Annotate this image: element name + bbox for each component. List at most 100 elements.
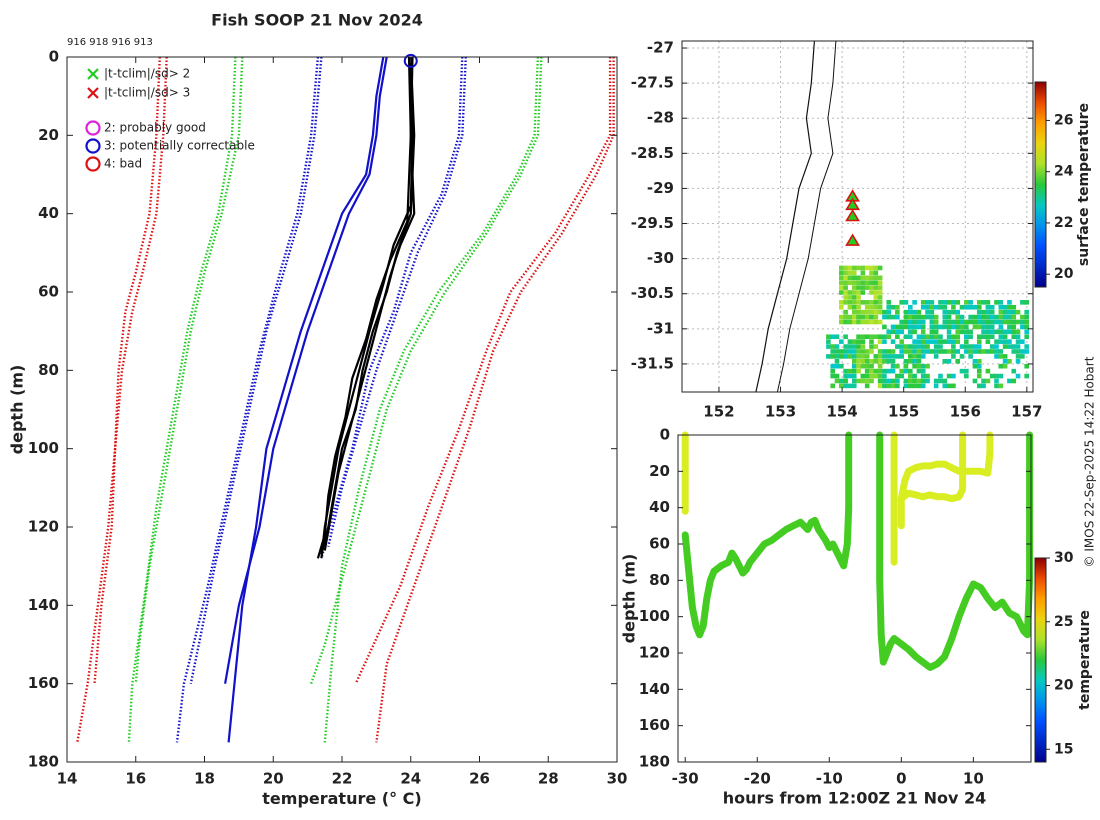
sst-pixel [976, 344, 982, 349]
sst-pixel [895, 378, 900, 384]
sst-pixel [843, 300, 848, 305]
sst-pixel [1007, 314, 1012, 320]
sst-pixel [895, 383, 900, 389]
sst-pixel [951, 344, 956, 349]
sst-pixel [964, 339, 969, 344]
sst-pixel [1015, 334, 1021, 340]
sst-pixel [869, 373, 874, 379]
sst-pixel [830, 334, 836, 340]
profile-line-18 [323, 56, 416, 551]
sst-pixel [864, 275, 870, 281]
sst-pixel [912, 309, 917, 315]
sst-pixel [981, 319, 986, 325]
sst-pixel [882, 359, 887, 364]
sst-pixel [1015, 339, 1021, 344]
sst-pixel [920, 304, 926, 310]
sst-pixel [899, 300, 904, 305]
sst-pixel [916, 334, 922, 340]
sst-pixel [869, 309, 874, 315]
sst-pixel [839, 354, 844, 359]
time-x-tick-label: -30 [672, 770, 699, 788]
sst-pixel [856, 300, 861, 305]
sst-pixel [1011, 378, 1017, 384]
sst-pixel [877, 383, 883, 389]
sst-pixel [839, 383, 844, 389]
sst-pixel [856, 304, 861, 310]
sst-pixel [856, 285, 861, 290]
sst-pixel [873, 270, 879, 276]
sst-pixel [890, 383, 896, 389]
sst-pixel [951, 319, 956, 325]
sst-pixel [1007, 309, 1012, 315]
sst-pixel [951, 300, 956, 305]
colorbar-tick-label: 26 [1054, 112, 1073, 128]
map-y-tick-label: -30.5 [631, 284, 674, 302]
sst-pixel [955, 329, 961, 335]
sst-pixel [912, 344, 917, 349]
sst-pixel [856, 280, 861, 285]
sst-pixel [860, 270, 866, 276]
sst-pixel [968, 334, 973, 340]
x-tick-label: 28 [538, 770, 559, 788]
sst-pixel [955, 300, 961, 305]
map-y-tick-label: -30 [647, 249, 674, 267]
sst-pixel [877, 319, 883, 325]
sst-pixel [976, 339, 982, 344]
profile-line-5 [189, 56, 323, 684]
sst-pixel [886, 378, 892, 384]
sst-pixel [1007, 324, 1012, 330]
sst-pixel [1007, 300, 1012, 305]
sst-pixel [912, 300, 917, 305]
station-marker [845, 233, 860, 246]
sst-pixel [864, 363, 870, 369]
sst-pixel [851, 265, 857, 271]
sst-pixel [920, 344, 926, 349]
map-y-tick-label: -28 [647, 109, 674, 127]
sst-pixel [869, 378, 874, 384]
map-x-tick-label: 157 [1011, 403, 1042, 421]
sst-pixel [1024, 373, 1029, 379]
sst-pixel [920, 373, 926, 379]
sst-pixel [847, 270, 853, 276]
sst-pixel [886, 314, 892, 320]
colorbar-tick-label: 22 [1054, 215, 1073, 231]
sst-pixel [839, 349, 844, 354]
time-y-tick-label: 20 [649, 462, 670, 480]
sst-pixel [839, 290, 844, 295]
sst-pixel [912, 349, 917, 354]
sst-pixel [955, 324, 961, 330]
sst-pixel [933, 354, 939, 359]
sst-pixel [899, 319, 904, 325]
sst-pixel [920, 339, 926, 344]
sst-pixel [869, 275, 874, 281]
sst-pixel [843, 373, 848, 379]
sst-pixel [873, 290, 879, 295]
sst-pixel [998, 339, 1004, 344]
sst-pixel [895, 354, 900, 359]
sst-pixel [989, 309, 995, 315]
sst-pixel [942, 359, 948, 364]
sst-pixel [972, 304, 978, 310]
sst-pixel [925, 344, 930, 349]
sst-pixel [843, 309, 848, 315]
sst-pixel [856, 265, 861, 271]
sst-pixel [890, 329, 896, 335]
sst-pixel [955, 334, 961, 340]
legend-x-marker [87, 87, 99, 99]
sst-pixel [1002, 319, 1008, 325]
sst-pixel [839, 363, 844, 369]
sst-pixel [839, 285, 844, 290]
legend-circle-marker [85, 120, 101, 136]
sst-pixel [856, 295, 861, 300]
profile-line-10 [354, 57, 612, 685]
sst-pixel [843, 334, 848, 340]
sst-pixel [877, 265, 883, 271]
sst-pixel [1002, 354, 1008, 359]
legend-label: 2: probably good [104, 121, 206, 135]
sst-pixel [998, 354, 1004, 359]
sst-pixel [864, 300, 870, 305]
sst-pixel [912, 324, 917, 330]
sst-pixel [843, 383, 848, 389]
sst-pixel [860, 339, 866, 344]
sst-pixel [899, 373, 904, 379]
